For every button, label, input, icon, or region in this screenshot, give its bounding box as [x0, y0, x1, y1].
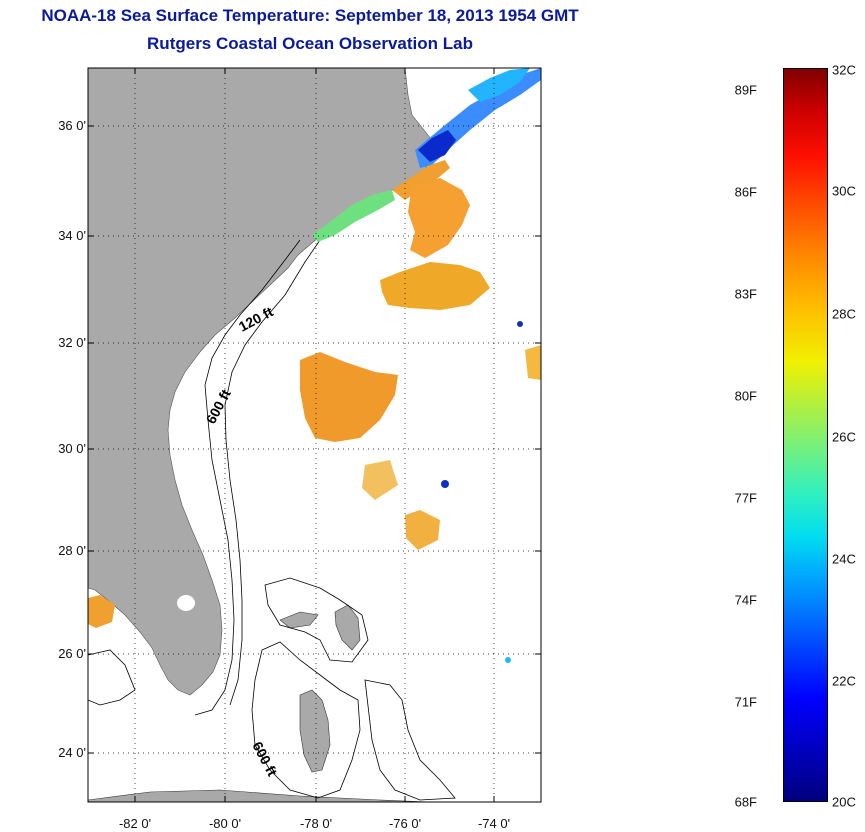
- lat-tick-label: 28 0': [58, 543, 86, 558]
- island-abaco: [334, 604, 361, 651]
- colorbar-c-label: 28C: [832, 306, 856, 322]
- colorbar-c-label: 32C: [832, 62, 856, 78]
- lat-tick-label: 24 0': [58, 745, 86, 760]
- lat-tick-label: 32 0': [58, 335, 86, 350]
- colorbar-f-label: 77F: [734, 490, 757, 506]
- colorbar-c-label: 20C: [832, 794, 856, 810]
- colorbar-f-label: 68F: [734, 794, 757, 810]
- colorbar-f-label: 83F: [734, 286, 757, 302]
- map-frame: [87, 67, 542, 803]
- lon-tick-label: -80 0': [208, 816, 242, 831]
- bathymetry-contours: [88, 239, 456, 801]
- contour-label-600ft-north: 600 ft: [203, 386, 234, 426]
- lon-tick-label: -76 0': [388, 816, 422, 831]
- colorbar-f-label: 71F: [734, 694, 757, 710]
- lat-tick-label: 34 0': [58, 228, 86, 243]
- colorbar-f-label: 74F: [734, 592, 757, 608]
- island-grand-bahama: [279, 611, 319, 629]
- map-subtitle: Rutgers Coastal Ocean Observation Lab: [147, 34, 473, 53]
- lon-tick-label: -74 0': [477, 816, 511, 831]
- lon-tick-label: -82 0': [118, 816, 152, 831]
- island-andros: [299, 689, 331, 773]
- colorbar-f-label: 86F: [734, 184, 757, 200]
- map-gridlines: [88, 68, 541, 802]
- lon-tick-label: -78 0': [299, 816, 333, 831]
- colorbar-c-label: 26C: [832, 429, 856, 445]
- colorbar-c-label: 24C: [832, 551, 856, 567]
- colorbar-c-label: 30C: [832, 183, 856, 199]
- colorbar-f-label: 89F: [734, 82, 757, 98]
- lake-okeechobee: [177, 595, 195, 611]
- lat-tick-label: 30 0': [58, 441, 86, 456]
- island-cuba: [88, 789, 431, 802]
- colorbar-f-label: 80F: [734, 388, 757, 404]
- colorbar-c-label: 22C: [832, 673, 856, 689]
- lat-tick-label: 26 0': [58, 646, 86, 661]
- lat-tick-label: 36 0': [58, 118, 86, 133]
- contour-label-600ft-south: 600 ft: [249, 739, 280, 779]
- map-title: NOAA-18 Sea Surface Temperature: Septemb…: [41, 6, 579, 25]
- temperature-colorbar: [783, 68, 828, 802]
- map-axis-ticks: [88, 68, 541, 802]
- sst-overlay: [88, 68, 541, 663]
